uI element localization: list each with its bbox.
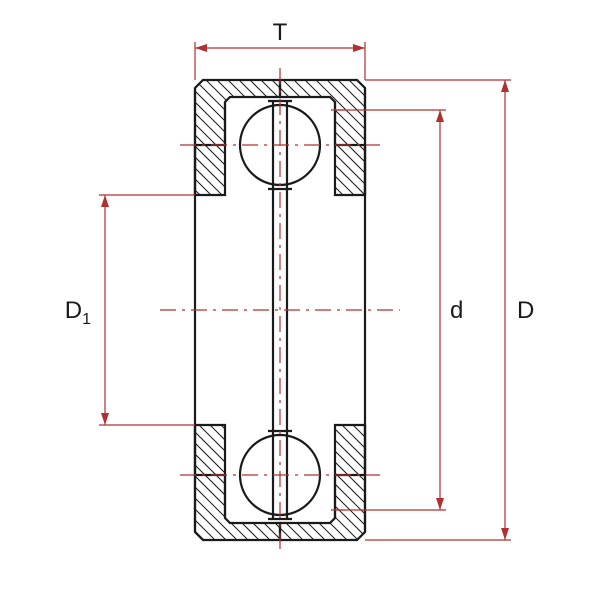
label-T: T	[273, 19, 288, 46]
label-D: D	[517, 297, 534, 324]
label-D1: D1	[65, 297, 91, 328]
label-d: d	[450, 297, 463, 324]
bearing-cross-section-diagram: T Dd D1	[0, 0, 600, 600]
